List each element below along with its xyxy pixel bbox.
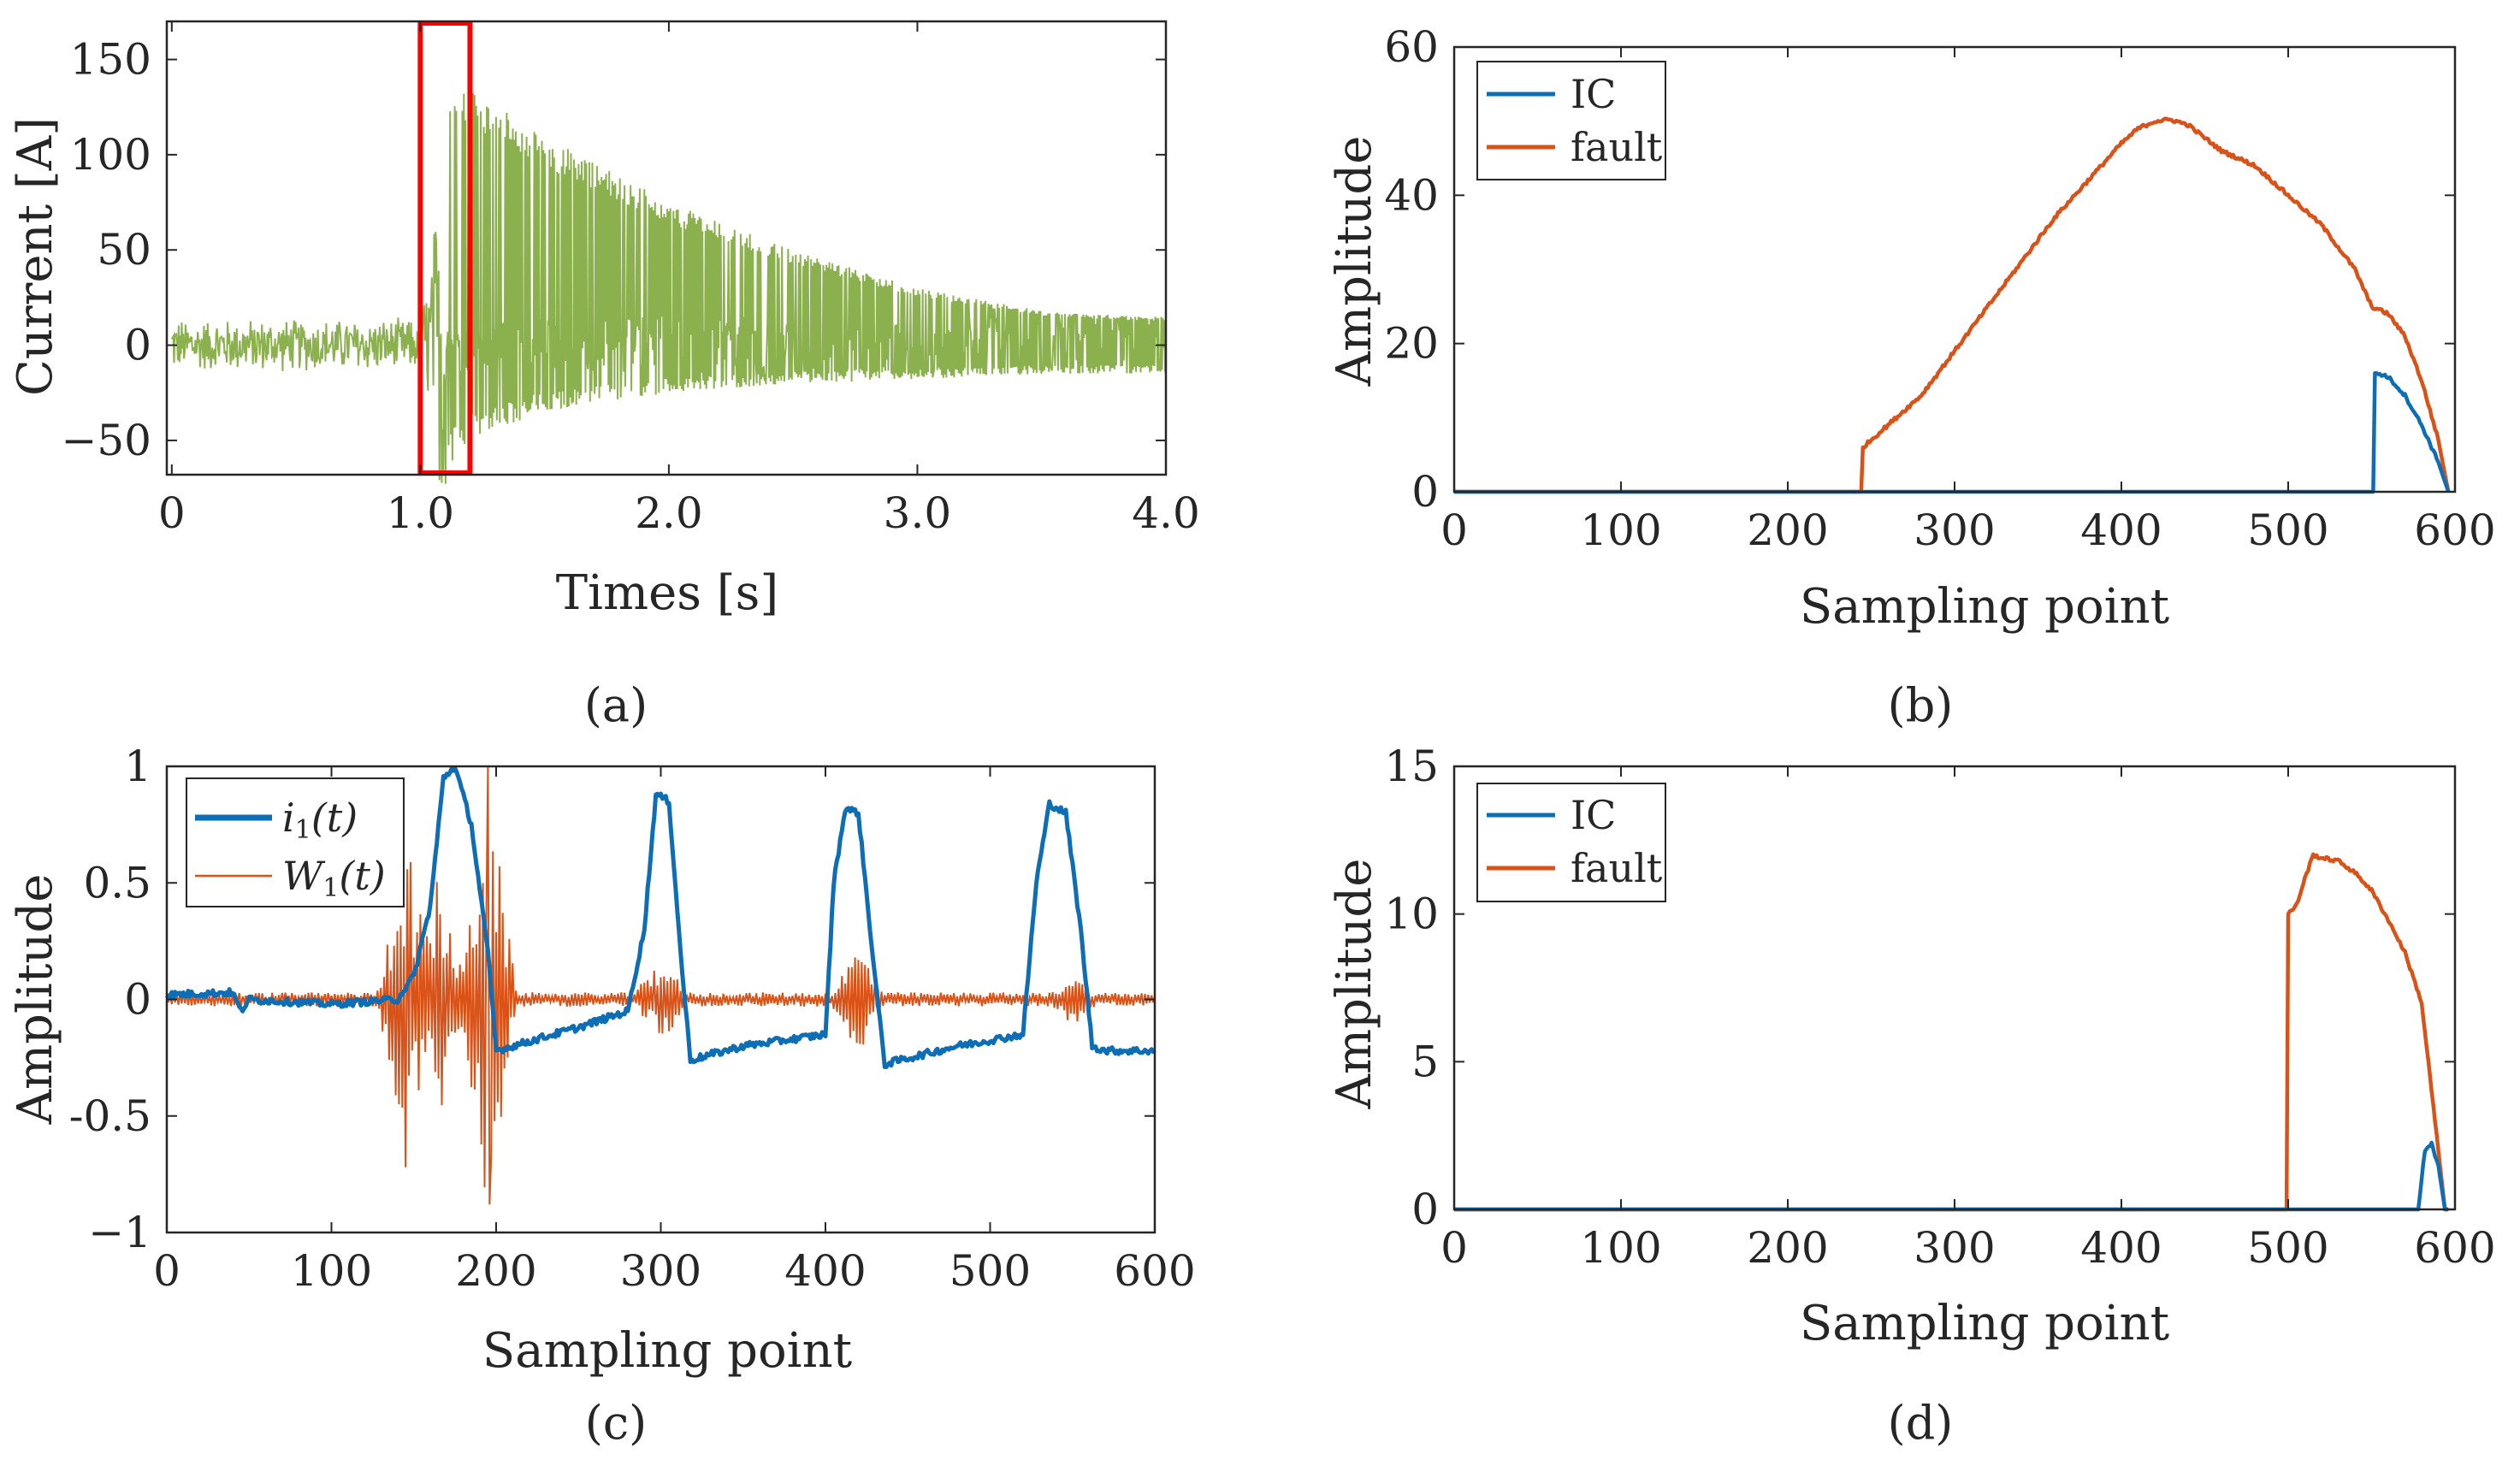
panel-c-legend-i1-label: i1(t): [282, 795, 358, 845]
panel-d-xtick-label: 100: [1580, 1223, 1661, 1273]
panel-d-xtick-label: 200: [1747, 1223, 1828, 1273]
panel-c-xtick-label: 500: [949, 1246, 1031, 1296]
panel-b-ylabel: Amplitude: [1327, 136, 1382, 387]
panel-b-xtick-label: 100: [1580, 505, 1661, 555]
panel-a-series-current: [170, 93, 1167, 484]
panel-d-ytick-label: 10: [1384, 890, 1439, 939]
panel-d-xtick-label: 600: [2414, 1223, 2495, 1273]
panel-d-ytick-label: 5: [1411, 1037, 1439, 1086]
panel-d-series-ic: [1453, 1140, 2449, 1212]
panel-d-xtick-label: 300: [1914, 1223, 1995, 1273]
panel-a-highlight-box: [417, 21, 473, 476]
panel-b-xlabel: Sampling point: [1800, 579, 2170, 635]
panel-b-ticks: 0 100 200 300 400 500 600 0 20 40 60: [1384, 22, 2495, 555]
panel-a-ytick-label: 150: [70, 35, 151, 85]
panel-b-legend-fault-label: fault: [1571, 124, 1663, 170]
panel-c-legend: i1(t) W1(t): [186, 777, 405, 907]
panel-c-xlabel: Sampling point: [482, 1323, 853, 1379]
panel-b-legend: IC fault: [1476, 61, 1666, 180]
panel-c-series-i1: [164, 765, 1156, 1069]
panel-b-ytick-label: 60: [1384, 22, 1439, 72]
panel-d-ytick-label: 0: [1411, 1185, 1439, 1234]
panel-a-ytick-label: −50: [61, 416, 151, 465]
panel-d-amplitude-chart: 0 100 200 300 400 500 600 0 5 10 15 IC fault Sampl…: [1327, 742, 2496, 1450]
panel-a-xtick-label: 2.0: [635, 488, 703, 538]
panel-a-xlabel: Times [s]: [556, 565, 778, 621]
panel-a-plot-lines: [170, 21, 1167, 484]
panel-c-xtick-label: 100: [291, 1246, 372, 1296]
panel-c-xtick-label: 300: [620, 1246, 701, 1296]
panel-d-label: (d): [1888, 1396, 1954, 1450]
panel-b-xtick-label: 200: [1747, 505, 1828, 555]
panel-d-ticks: 0 100 200 300 400 500 600 0 5 10 15: [1384, 742, 2495, 1273]
panel-c-xtick-label: 400: [784, 1246, 866, 1296]
panel-a-xtick-label: 4.0: [1132, 488, 1200, 538]
panel-c-legend-w1-label: W1(t): [282, 853, 386, 903]
panel-c-series-w1: [166, 765, 1156, 1205]
panel-d-legend-ic-label: IC: [1571, 792, 1616, 838]
panel-d-legend: IC fault: [1476, 783, 1666, 902]
panel-a-ytick-label: 50: [97, 225, 151, 275]
panel-a-xtick-label: 3.0: [884, 488, 952, 538]
panel-d-legend-fault-label: fault: [1571, 845, 1663, 891]
panel-d-plot-lines: [1453, 852, 2449, 1212]
panel-c-label: (c): [585, 1396, 647, 1450]
panel-a-axes-box: [165, 20, 1168, 476]
panel-c-ytick-label: -0.5: [69, 1091, 151, 1141]
panel-c-legend-box: [186, 777, 405, 907]
panel-b-amplitude-chart: 0 100 200 300 400 500 600 0 20 40 60 IC fault Samp…: [1327, 22, 2496, 732]
panel-d-xtick-label: 500: [2247, 1223, 2328, 1273]
panel-c-ytick-label: 1: [124, 742, 151, 791]
panel-c-signal-and-wavelet: 0 100 200 300 400 500 600 −1 -0.5 0 0.5 1 i1(t) W1(…: [8, 742, 1196, 1450]
panel-b-ytick-label: 20: [1384, 319, 1439, 369]
panel-b-xtick-label: 600: [2414, 505, 2495, 555]
panel-b-xtick-label: 400: [2080, 505, 2162, 555]
panel-b-ytick-label: 40: [1384, 170, 1439, 220]
panel-b-xtick-label: 0: [1440, 505, 1468, 555]
panel-a-xtick-label: 0: [158, 488, 186, 538]
panel-d-xtick-label: 0: [1440, 1223, 1468, 1273]
panel-c-xtick-label: 600: [1114, 1246, 1195, 1296]
panel-c-ticks: 0 100 200 300 400 500 600 −1 -0.5 0 0.5 1: [69, 742, 1196, 1296]
panel-a-label: (a): [584, 678, 648, 732]
panel-c-xtick-label: 0: [153, 1246, 180, 1296]
panel-b-series-ic: [1453, 371, 2451, 494]
panel-a-xtick-label: 1.0: [387, 488, 455, 538]
panel-c-ytick-label: 0: [124, 975, 151, 1025]
panel-d-ylabel: Amplitude: [1327, 859, 1382, 1110]
panel-c-ytick-label: 0.5: [83, 858, 151, 907]
panel-b-label: (b): [1888, 678, 1954, 732]
panel-b-ytick-label: 0: [1411, 467, 1439, 517]
panel-b-xtick-label: 300: [1914, 505, 1995, 555]
panel-b-xtick-label: 500: [2247, 505, 2328, 555]
panel-d-xtick-label: 400: [2080, 1223, 2162, 1273]
panel-d-legend-box: [1476, 783, 1666, 902]
panel-d-xlabel: Sampling point: [1800, 1296, 2170, 1351]
panel-a-ytick-label: 0: [124, 321, 151, 370]
panel-a-ytick-label: 100: [70, 130, 151, 180]
panel-a-ylabel: Current [A]: [8, 117, 63, 396]
panel-c-ylabel: Amplitude: [8, 874, 63, 1126]
panel-c-ytick-label: −1: [88, 1208, 151, 1257]
panel-d-series-fault: [1453, 852, 2449, 1212]
panel-b-legend-box: [1476, 61, 1666, 180]
panel-c-xtick-label: 200: [455, 1246, 536, 1296]
panel-c-plot-lines: [164, 765, 1156, 1205]
panel-b-legend-ic-label: IC: [1571, 71, 1616, 117]
panel-d-ytick-label: 15: [1384, 742, 1439, 791]
